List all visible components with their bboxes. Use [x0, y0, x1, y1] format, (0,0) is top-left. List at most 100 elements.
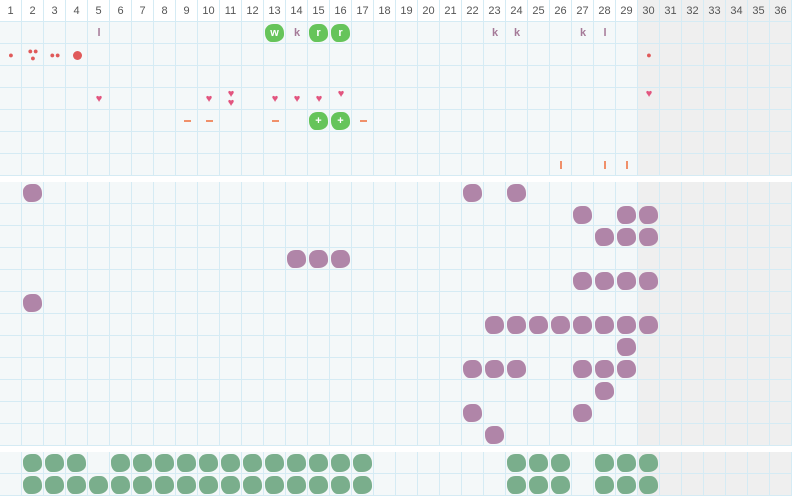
grid-cell[interactable]: [440, 22, 462, 44]
grid-cell[interactable]: [154, 270, 176, 292]
dash-cell[interactable]: [264, 110, 286, 132]
grid-cell[interactable]: [0, 226, 22, 248]
grid-cell[interactable]: [44, 402, 66, 424]
grid-cell[interactable]: [308, 474, 330, 496]
grid-cell[interactable]: [88, 336, 110, 358]
grid-cell[interactable]: [374, 452, 396, 474]
grid-cell[interactable]: [330, 226, 352, 248]
purple-mark[interactable]: [573, 206, 592, 224]
grid-cell[interactable]: [330, 88, 352, 110]
grid-cell[interactable]: [704, 248, 726, 270]
purple-mark[interactable]: [595, 360, 614, 378]
grid-cell[interactable]: [726, 132, 748, 154]
grid-cell[interactable]: [528, 22, 550, 44]
grid-cell[interactable]: [440, 314, 462, 336]
grid-cell[interactable]: [352, 292, 374, 314]
grid-cell[interactable]: [418, 88, 440, 110]
circle-cell[interactable]: [66, 44, 88, 66]
grid-cell[interactable]: [286, 88, 308, 110]
grid-cell[interactable]: [308, 380, 330, 402]
grid-cell[interactable]: [132, 336, 154, 358]
sage-mark[interactable]: [309, 454, 328, 472]
grid-cell[interactable]: [440, 226, 462, 248]
grid-cell[interactable]: [506, 88, 528, 110]
grid-cell[interactable]: [572, 132, 594, 154]
grid-cell[interactable]: [462, 22, 484, 44]
grid-cell[interactable]: [748, 204, 770, 226]
purple-mark[interactable]: [23, 294, 42, 312]
grid-cell[interactable]: [550, 22, 572, 44]
grid-cell[interactable]: [308, 248, 330, 270]
grid-cell[interactable]: [660, 44, 682, 66]
grid-cell[interactable]: [374, 380, 396, 402]
grid-cell[interactable]: [682, 358, 704, 380]
grid-cell[interactable]: [528, 204, 550, 226]
grid-cell[interactable]: [0, 452, 22, 474]
grid-cell[interactable]: [176, 44, 198, 66]
grid-cell[interactable]: [418, 66, 440, 88]
grid-cell[interactable]: [22, 22, 44, 44]
purple-mark[interactable]: [639, 272, 658, 290]
grid-cell[interactable]: [770, 314, 792, 336]
grid-cell[interactable]: [704, 380, 726, 402]
grid-cell[interactable]: [550, 336, 572, 358]
grid-cell[interactable]: [44, 132, 66, 154]
grid-cell[interactable]: [770, 452, 792, 474]
grid-cell[interactable]: [110, 22, 132, 44]
sage-mark[interactable]: [287, 454, 306, 472]
grid-cell[interactable]: [44, 44, 66, 66]
grid-cell[interactable]: [110, 182, 132, 204]
grid-cell[interactable]: [308, 66, 330, 88]
grid-cell[interactable]: [242, 270, 264, 292]
grid-cell[interactable]: [308, 402, 330, 424]
grid-cell[interactable]: [638, 22, 660, 44]
grid-cell[interactable]: [132, 204, 154, 226]
grid-cell[interactable]: [726, 66, 748, 88]
grid-cell[interactable]: [682, 226, 704, 248]
grid-cell[interactable]: [44, 226, 66, 248]
sage-mark[interactable]: [111, 476, 130, 494]
grid-cell[interactable]: [44, 182, 66, 204]
grid-cell[interactable]: [44, 292, 66, 314]
grid-cell[interactable]: [176, 270, 198, 292]
grid-cell[interactable]: [220, 44, 242, 66]
grid-cell[interactable]: [528, 474, 550, 496]
grid-cell[interactable]: [176, 132, 198, 154]
grid-cell[interactable]: [330, 270, 352, 292]
grid-cell[interactable]: [770, 424, 792, 446]
heart-cell[interactable]: ♥: [308, 88, 330, 110]
grid-cell[interactable]: [330, 132, 352, 154]
purple-mark[interactable]: [617, 316, 636, 334]
grid-cell[interactable]: [616, 402, 638, 424]
grid-cell[interactable]: [176, 474, 198, 496]
grid-cell[interactable]: [44, 424, 66, 446]
grid-cell[interactable]: [528, 424, 550, 446]
grid-cell[interactable]: [220, 88, 242, 110]
grid-cell[interactable]: [88, 204, 110, 226]
grid-cell[interactable]: [110, 314, 132, 336]
grid-cell[interactable]: [770, 270, 792, 292]
grid-cell[interactable]: [704, 204, 726, 226]
grid-cell[interactable]: [748, 314, 770, 336]
grid-cell[interactable]: [132, 474, 154, 496]
grid-cell[interactable]: [528, 336, 550, 358]
grid-cell[interactable]: [286, 336, 308, 358]
grid-cell[interactable]: [330, 204, 352, 226]
grid-cell[interactable]: [726, 110, 748, 132]
grid-cell[interactable]: [242, 132, 264, 154]
grid-cell[interactable]: [352, 182, 374, 204]
grid-cell[interactable]: [176, 402, 198, 424]
grid-cell[interactable]: [198, 22, 220, 44]
grid-cell[interactable]: [242, 110, 264, 132]
grid-cell[interactable]: [374, 270, 396, 292]
grid-cell[interactable]: [66, 66, 88, 88]
grid-cell[interactable]: [572, 270, 594, 292]
grid-cell[interactable]: [594, 474, 616, 496]
purple-mark[interactable]: [617, 338, 636, 356]
grid-cell[interactable]: [550, 66, 572, 88]
grid-cell[interactable]: [0, 132, 22, 154]
grid-cell[interactable]: [704, 66, 726, 88]
grid-cell[interactable]: [44, 474, 66, 496]
grid-cell[interactable]: [0, 88, 22, 110]
grid-cell[interactable]: [88, 66, 110, 88]
